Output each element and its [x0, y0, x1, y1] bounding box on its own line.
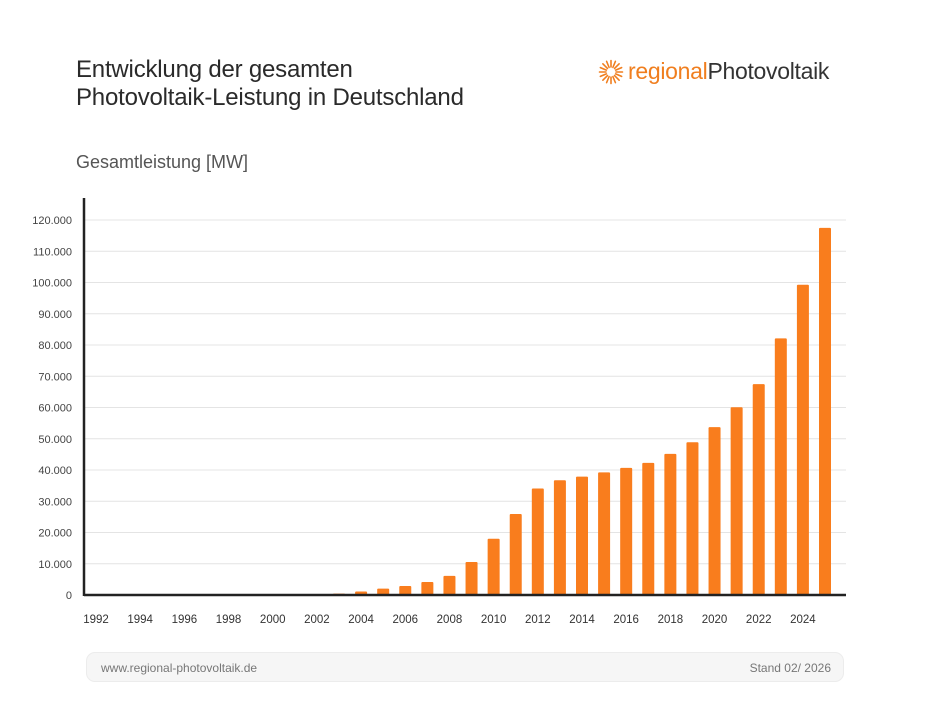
x-tick-label: 2004	[348, 614, 374, 626]
bar	[465, 561, 478, 595]
footer-bar: www.regional-photovoltaik.de Stand 02/ 2…	[86, 652, 844, 682]
bar-chart: 0 10.000 20.000 30.000 40.000 50.000 60.000 70.…	[32, 198, 846, 626]
y-tick-label: 90.000	[38, 309, 72, 321]
sun-ray	[614, 66, 623, 71]
y-tick-label: 70.000	[38, 371, 72, 383]
x-tick-label: 1992	[83, 614, 109, 626]
bar	[752, 384, 765, 595]
sun-ray	[599, 66, 608, 71]
sun-ray	[602, 62, 609, 69]
chart-title: Entwicklung der gesamten Photovoltaik-Le…	[76, 56, 464, 112]
bar	[708, 427, 721, 595]
x-tick-label: 1998	[216, 614, 242, 626]
y-tick-label: 120.000	[32, 215, 72, 227]
x-tick-label: 1996	[172, 614, 198, 626]
bar	[576, 476, 588, 595]
sun-icon	[598, 59, 624, 84]
bar	[620, 467, 633, 595]
x-tick-label: 2018	[658, 614, 684, 626]
bar	[531, 488, 544, 595]
bar	[598, 472, 611, 595]
logo-text-regional: regional	[628, 58, 708, 84]
y-axis-label: Gesamtleistung [MW]	[76, 152, 249, 172]
bar	[421, 581, 434, 595]
bar	[686, 442, 699, 595]
bar	[796, 284, 809, 595]
bar	[774, 338, 787, 595]
y-tick-label: 30.000	[38, 496, 72, 508]
sun-ray	[613, 62, 620, 69]
x-tick-label: 2000	[260, 614, 286, 626]
y-tick-label: 20.000	[38, 528, 72, 540]
logo-text-photovoltaik: Photovoltaik	[707, 58, 830, 84]
bar	[730, 407, 743, 595]
sun-ray	[599, 72, 608, 77]
x-tick-label: 2014	[569, 614, 595, 626]
y-tick-label: 40.000	[38, 465, 72, 477]
footer-date: Stand 02/ 2026	[749, 661, 831, 675]
y-tick-label: 100.000	[32, 278, 72, 290]
y-tick-label: 10.000	[38, 559, 72, 571]
bar	[487, 538, 500, 595]
y-tick-label: 110.000	[33, 246, 72, 258]
bar	[664, 453, 677, 595]
logo-text: regionalPhotovoltaik	[628, 58, 829, 85]
bar	[377, 588, 390, 595]
sun-ray	[605, 60, 610, 68]
bar	[443, 575, 456, 595]
y-tick-label: 0	[66, 590, 72, 602]
brand-logo: regionalPhotovoltaik	[598, 58, 829, 85]
footer-website: www.regional-photovoltaik.de	[101, 661, 258, 675]
x-tick-label: 2022	[746, 614, 772, 626]
title-line-1: Entwicklung der gesamten	[76, 56, 353, 83]
bar	[642, 462, 655, 595]
x-tick-label: 2020	[702, 614, 728, 626]
sun-ray	[612, 75, 617, 83]
x-tick-label: 2008	[437, 614, 463, 626]
sun-ray	[613, 74, 620, 81]
x-tick-label: 2024	[790, 614, 816, 626]
bar	[509, 514, 522, 595]
sun-ray	[605, 75, 610, 83]
x-tick-label: 1994	[127, 614, 153, 626]
y-tick-label: 60.000	[38, 403, 72, 415]
bar	[399, 585, 412, 595]
y-tick-label: 50.000	[38, 434, 72, 446]
x-tick-label: 2012	[525, 614, 551, 626]
bar	[819, 227, 831, 595]
sun-ray	[612, 60, 617, 68]
x-tick-label: 2006	[392, 614, 418, 626]
title-line-2: Photovoltaik-Leistung in Deutschland	[76, 84, 464, 111]
x-tick-label: 2016	[613, 614, 639, 626]
y-tick-label: 80.000	[38, 340, 72, 352]
sun-ray	[602, 74, 609, 81]
sun-ray	[614, 72, 623, 77]
bar	[553, 480, 566, 595]
x-tick-label: 2002	[304, 614, 330, 626]
x-tick-label: 2010	[481, 614, 507, 626]
